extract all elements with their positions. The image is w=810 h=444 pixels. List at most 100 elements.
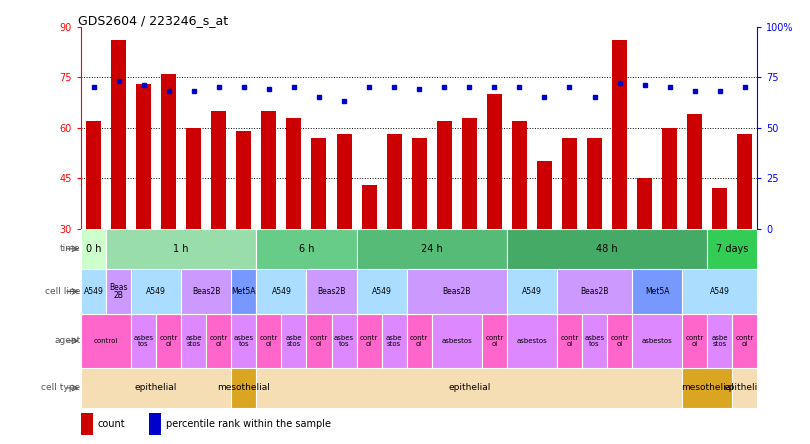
Bar [682, 368, 732, 408]
Text: 48 h: 48 h [596, 244, 618, 254]
Bar [437, 121, 452, 229]
Text: asbestos: asbestos [441, 338, 472, 344]
Text: Beas2B: Beas2B [580, 287, 608, 296]
Text: asbes
tos: asbes tos [585, 335, 604, 347]
Text: epithelial: epithelial [448, 384, 491, 392]
Text: A549: A549 [710, 287, 730, 296]
Bar [487, 94, 502, 229]
Bar [106, 229, 256, 269]
Text: asbestos: asbestos [642, 338, 672, 344]
Bar [607, 314, 632, 368]
Bar [256, 269, 306, 314]
Text: cell type: cell type [41, 384, 80, 392]
Text: 6 h: 6 h [299, 244, 314, 254]
Bar [432, 314, 482, 368]
Bar [156, 314, 181, 368]
Text: contr
ol: contr ol [485, 335, 504, 347]
Text: mesothelial: mesothelial [217, 384, 271, 392]
Bar [211, 111, 226, 229]
Bar [687, 114, 702, 229]
Text: mesothelial: mesothelial [681, 384, 734, 392]
Bar [356, 314, 382, 368]
Bar [131, 269, 181, 314]
Bar [557, 269, 632, 314]
Text: contr
ol: contr ol [260, 335, 278, 347]
Text: agent: agent [54, 336, 80, 345]
Bar [81, 368, 232, 408]
Bar [682, 314, 707, 368]
Bar [507, 269, 557, 314]
Bar [737, 135, 752, 229]
Bar [256, 314, 281, 368]
Bar [186, 127, 201, 229]
Bar [356, 229, 507, 269]
Text: epithelial: epithelial [135, 384, 177, 392]
Bar [336, 135, 352, 229]
Text: 0 h: 0 h [86, 244, 101, 254]
Bar [106, 269, 131, 314]
Text: A549: A549 [522, 287, 542, 296]
Text: asbe
stos: asbe stos [185, 335, 202, 347]
Bar [232, 269, 256, 314]
Bar [331, 314, 356, 368]
Bar [86, 121, 101, 229]
Bar [136, 84, 151, 229]
Text: 1 h: 1 h [173, 244, 189, 254]
Bar [462, 118, 477, 229]
Bar [562, 138, 577, 229]
Text: asbe
stos: asbe stos [386, 335, 403, 347]
Text: epithelial: epithelial [723, 384, 766, 392]
Bar [732, 314, 757, 368]
Text: A549: A549 [271, 287, 292, 296]
Text: percentile rank within the sample: percentile rank within the sample [165, 419, 330, 429]
Bar [407, 314, 432, 368]
Bar [81, 413, 93, 435]
Bar [111, 40, 126, 229]
Bar [632, 269, 682, 314]
Bar [149, 413, 161, 435]
Bar [707, 229, 757, 269]
Bar [81, 314, 131, 368]
Text: contr
ol: contr ol [685, 335, 704, 347]
Bar [181, 269, 232, 314]
Text: asbes
tos: asbes tos [134, 335, 154, 347]
Text: A549: A549 [83, 287, 104, 296]
Bar [707, 314, 732, 368]
Text: asbe
stos: asbe stos [711, 335, 728, 347]
Bar [662, 127, 677, 229]
Text: count: count [98, 419, 126, 429]
Text: asbe
stos: asbe stos [286, 335, 302, 347]
Text: contr
ol: contr ol [160, 335, 178, 347]
Bar [512, 121, 526, 229]
Text: A549: A549 [147, 287, 166, 296]
Text: cell line: cell line [45, 287, 80, 296]
Bar [181, 314, 207, 368]
Text: Met5A: Met5A [645, 287, 669, 296]
Bar [306, 269, 356, 314]
Text: Beas2B: Beas2B [442, 287, 471, 296]
Bar [306, 314, 331, 368]
Text: asbestos: asbestos [517, 338, 548, 344]
Bar [712, 188, 727, 229]
Bar [281, 314, 306, 368]
Bar [361, 185, 377, 229]
Bar [81, 229, 106, 269]
Text: time: time [60, 244, 80, 254]
Bar [161, 74, 177, 229]
Bar [382, 314, 407, 368]
Text: 7 days: 7 days [716, 244, 748, 254]
Bar [232, 314, 256, 368]
Bar [312, 138, 326, 229]
Text: asbes
tos: asbes tos [334, 335, 354, 347]
Text: A549: A549 [372, 287, 391, 296]
Bar [612, 40, 627, 229]
Bar [582, 314, 607, 368]
Bar [682, 269, 757, 314]
Text: Beas
2B: Beas 2B [109, 283, 128, 300]
Text: contr
ol: contr ol [735, 335, 754, 347]
Text: 24 h: 24 h [421, 244, 442, 254]
Text: contr
ol: contr ol [611, 335, 629, 347]
Bar [237, 131, 251, 229]
Bar [632, 314, 682, 368]
Bar [256, 229, 356, 269]
